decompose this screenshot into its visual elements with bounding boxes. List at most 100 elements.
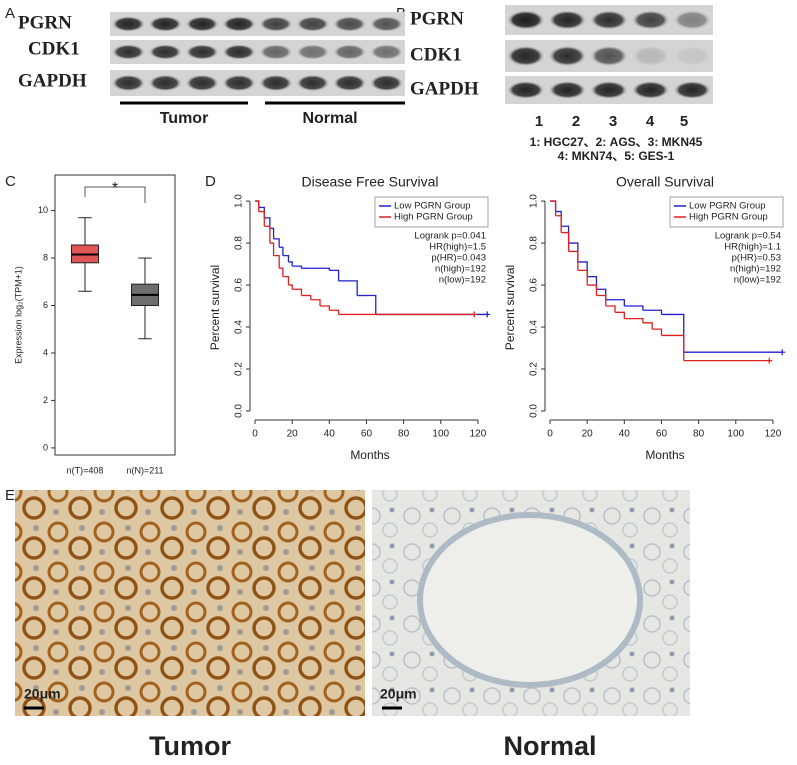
- blot-row-label: CDK1: [410, 44, 462, 65]
- x-tick-label: n(N)=211: [126, 465, 163, 475]
- legend-label: Low PGRN Group: [394, 201, 471, 212]
- blot-band: [333, 44, 367, 60]
- censor-mark: [779, 349, 786, 356]
- survival-step: [279, 246, 284, 256]
- blot-band: [673, 45, 711, 67]
- survival-step: [652, 328, 663, 336]
- plot-frame: [54, 174, 176, 456]
- survival-step: [587, 284, 598, 296]
- survival-step: [329, 269, 340, 281]
- survival-step: [258, 206, 265, 218]
- y-tick-label: 0.0: [529, 404, 540, 418]
- blot-band: [111, 44, 146, 60]
- annotation: n(low)=192: [439, 275, 486, 286]
- survival-step: [301, 294, 312, 300]
- blot-band: [259, 74, 293, 92]
- annotation: HR(high)=1.1: [724, 242, 781, 253]
- y-tick-label: 8: [43, 252, 48, 262]
- blot-band: [222, 16, 256, 32]
- survival-step: [624, 305, 644, 311]
- survival-step: [320, 305, 330, 311]
- annotation: p(HR)=0.043: [431, 253, 486, 264]
- legend-label: High PGRN Group: [394, 212, 473, 223]
- blot-band: [369, 44, 404, 60]
- x-tick-label: 80: [693, 429, 705, 440]
- annotation: Logrank p=0.041: [414, 231, 486, 242]
- y-tick-label: 0.4: [529, 320, 540, 334]
- y-tick-label: 0.6: [529, 278, 540, 292]
- blot-row-label: GAPDH: [410, 78, 479, 99]
- survival-step: [605, 299, 625, 307]
- blot-band: [673, 10, 711, 30]
- blot-band: [148, 44, 182, 60]
- blot-band: [590, 45, 628, 67]
- survival-step: [642, 322, 653, 330]
- group-label: Normal: [302, 110, 357, 127]
- survival-step: [288, 261, 293, 267]
- survival-step: [273, 255, 280, 269]
- x-tick-label: 80: [398, 429, 410, 440]
- chart-title: Disease Free Survival: [302, 174, 439, 190]
- survival-step: [264, 217, 271, 229]
- blot-band: [673, 81, 711, 99]
- survival-step: [587, 275, 598, 290]
- tumor-tint: [15, 490, 365, 716]
- y-axis-label: Expression log₂(TPM+1): [13, 266, 23, 364]
- blot-band: [369, 16, 404, 32]
- blot-a: PGRN CDK1 GAPDH Tumor Normal: [18, 12, 405, 127]
- censor-mark: [471, 311, 478, 318]
- x-tick-label: 60: [656, 429, 668, 440]
- blot-row-label: PGRN: [410, 8, 464, 29]
- blot-band: [631, 10, 670, 30]
- blot-band: [548, 81, 587, 99]
- x-tick-label: 120: [470, 429, 487, 440]
- blot-band: [333, 74, 367, 92]
- blot-band: [222, 44, 256, 60]
- x-tick-label: 0: [547, 429, 553, 440]
- legend-box: [374, 196, 489, 228]
- blot-band: [148, 16, 182, 32]
- blot-band: [507, 10, 545, 30]
- x-tick-label: n(T)=408: [67, 465, 104, 475]
- survival-step: [555, 210, 562, 227]
- survival-step: [255, 200, 260, 212]
- blot-band: [111, 74, 146, 92]
- lane-label: 1: [535, 113, 543, 130]
- survival-step: [568, 242, 579, 262]
- x-tick-label: 40: [324, 429, 336, 440]
- blot-band: [185, 44, 219, 60]
- blot-band: [296, 74, 330, 92]
- y-tick-label: 2: [43, 395, 48, 405]
- y-tick-label: 0.4: [234, 320, 245, 334]
- lane-label: 5: [680, 113, 688, 130]
- blot-row-label: CDK1: [28, 38, 80, 59]
- survival-step: [596, 294, 607, 307]
- blot-band: [296, 16, 330, 32]
- blot-band: [507, 45, 545, 67]
- lane-label: 2: [572, 113, 580, 130]
- blot-band: [631, 45, 670, 67]
- blot-band: [333, 16, 367, 32]
- annotation: p(HR)=0.53: [732, 253, 781, 264]
- y-tick-label: 0.8: [234, 236, 245, 250]
- survival-step: [279, 267, 284, 277]
- blot-band: [507, 81, 545, 99]
- survival-step: [615, 311, 625, 319]
- y-tick-label: 0.2: [529, 362, 540, 376]
- chart-title: Overall Survival: [616, 174, 714, 190]
- blot-band: [590, 81, 628, 99]
- y-tick-label: 0.6: [234, 278, 245, 292]
- panel-label: C: [5, 173, 16, 190]
- annotation: n(low)=192: [734, 275, 781, 286]
- lane-legend: 1: HGC27、2: AGS、3: MKN45: [530, 135, 703, 149]
- y-axis-label: Percent survival: [503, 265, 517, 350]
- survival-step: [661, 313, 685, 353]
- survival-step: [310, 267, 330, 271]
- panel-label: D: [205, 173, 216, 190]
- survival-step: [310, 299, 321, 307]
- annotation: n(high)=192: [730, 264, 781, 275]
- caption: Tumor: [149, 731, 231, 761]
- survival-step: [555, 215, 562, 233]
- survival-step: [269, 242, 275, 256]
- survival-step: [550, 200, 557, 216]
